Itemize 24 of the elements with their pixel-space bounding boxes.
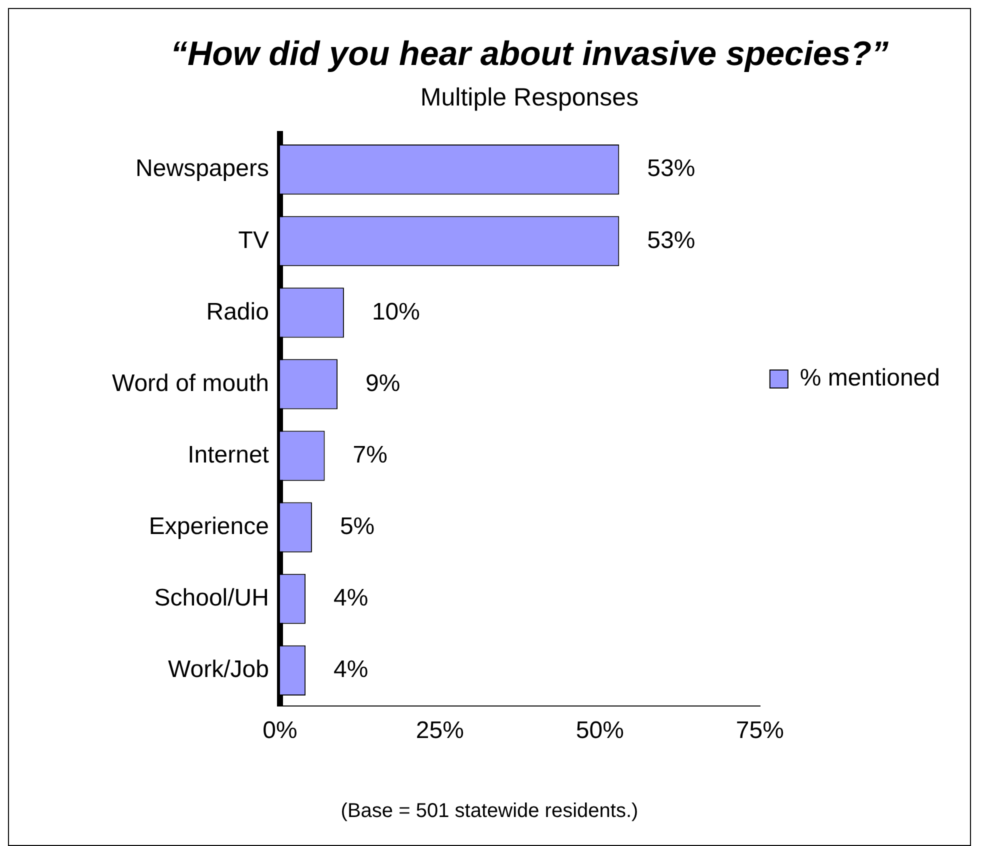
x-tick-label: 50% (576, 717, 624, 744)
y-tick-label: TV (238, 226, 269, 254)
y-tick-label: Word of mouth (112, 370, 269, 397)
y-tick-label: School/UH (154, 584, 269, 612)
y-tick-label: Radio (206, 298, 269, 326)
data-label: 53% (647, 226, 696, 254)
x-tick-label: 0% (262, 717, 298, 744)
legend-label: % mentioned (800, 364, 940, 392)
y-tick-label: Newspapers (136, 155, 269, 182)
data-label: 53% (647, 155, 696, 182)
data-label: 9% (366, 370, 400, 397)
data-label: 7% (352, 441, 388, 468)
data-label: 10% (372, 298, 420, 326)
y-tick-label: Work/Job (168, 656, 269, 684)
text: (Base = 501 statewide residents.) (340, 800, 640, 823)
chart-subtitle: Multiple Responses (420, 84, 639, 112)
data-label: 5% (340, 512, 375, 540)
x-tick-label: 75% (736, 717, 784, 744)
y-tick-label: Internet (188, 441, 270, 468)
data-label: 4% (334, 656, 368, 684)
x-tick-label: 25% (416, 717, 464, 744)
data-label: 4% (334, 584, 368, 612)
y-tick-label: Experience (148, 512, 269, 540)
chart-title: “How did you hear about invasive species?” (170, 34, 888, 73)
